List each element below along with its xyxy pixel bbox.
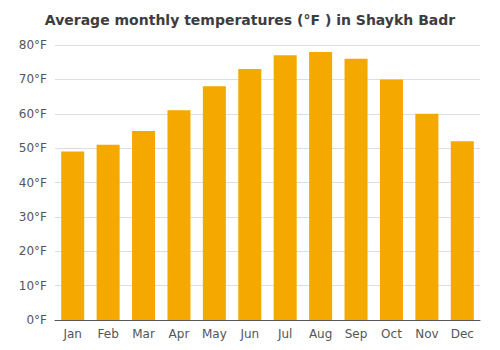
svg-text:Dec: Dec (451, 327, 474, 341)
svg-text:Jul: Jul (277, 327, 292, 341)
svg-text:50°F: 50°F (19, 141, 47, 155)
svg-text:40°F: 40°F (19, 176, 47, 190)
svg-text:May: May (202, 327, 227, 341)
svg-text:70°F: 70°F (19, 72, 47, 86)
svg-text:Aug: Aug (309, 327, 332, 341)
svg-text:Mar: Mar (132, 327, 155, 341)
svg-text:Jan: Jan (62, 327, 82, 341)
svg-text:Nov: Nov (415, 327, 438, 341)
svg-text:0°F: 0°F (26, 313, 47, 327)
svg-text:Sep: Sep (345, 327, 368, 341)
svg-text:20°F: 20°F (19, 244, 47, 258)
svg-text:Feb: Feb (98, 327, 119, 341)
svg-text:30°F: 30°F (19, 210, 47, 224)
svg-text:Jun: Jun (239, 327, 259, 341)
svg-text:Apr: Apr (169, 327, 190, 341)
svg-text:80°F: 80°F (19, 38, 47, 52)
svg-text:Oct: Oct (381, 327, 402, 341)
svg-text:60°F: 60°F (19, 107, 47, 121)
svg-text:10°F: 10°F (19, 279, 47, 293)
svg-text:Average monthly temperatures (: Average monthly temperatures (°F ) in Sh… (45, 12, 455, 28)
